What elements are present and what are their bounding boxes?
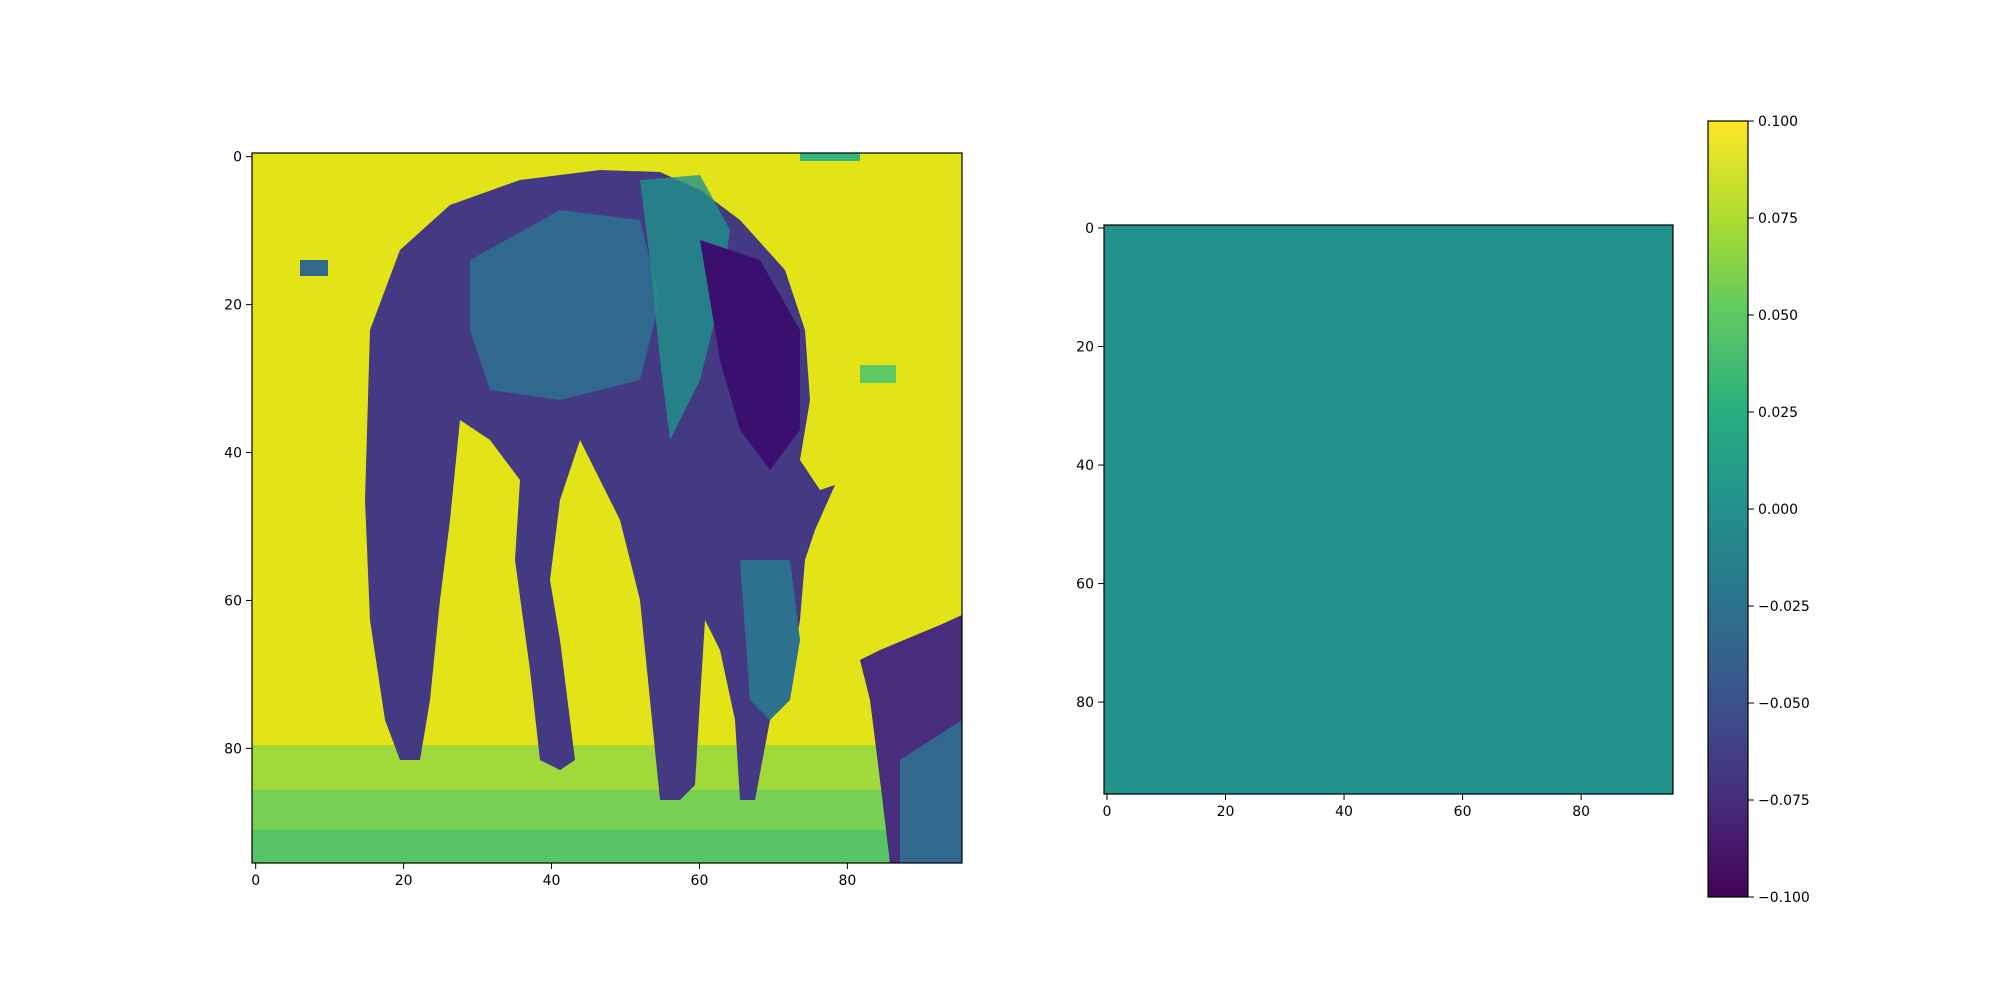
right-y-tick-label: 0	[1085, 221, 1094, 237]
right-x-tick-label: 20	[1217, 804, 1235, 820]
left-y-tick-label: 20	[224, 298, 242, 314]
left-y-ticks: 0 20 40 60 80	[224, 150, 252, 758]
colorbar: 0.100 0.075 0.050 0.025 0.000 −0.025 −0.050 −0.…	[1708, 114, 1810, 906]
uniform-heatmap	[1104, 225, 1673, 794]
grass-band-darker	[252, 830, 962, 863]
right-y-ticks: 0 20 40 60 80	[1076, 221, 1104, 711]
right-x-ticks: 0 20 40 60 80	[1103, 794, 1591, 820]
colorbar-tick-label: −0.025	[1758, 599, 1810, 615]
right-x-tick-label: 0	[1103, 804, 1112, 820]
left-y-tick-label: 0	[233, 150, 242, 166]
right-y-tick-label: 40	[1076, 458, 1094, 474]
colorbar-ticks: 0.100 0.075 0.050 0.025 0.000 −0.025 −0.050 −0.…	[1748, 114, 1810, 906]
right-y-tick-label: 60	[1076, 577, 1094, 593]
colorbar-tick-label: 0.025	[1758, 405, 1798, 421]
right-x-tick-label: 60	[1454, 804, 1472, 820]
colorbar-tick-label: 0.050	[1758, 308, 1798, 324]
colorbar-gradient	[1708, 121, 1748, 897]
left-axes: 0 20 40 60 80 0 20 40 60 80	[224, 150, 962, 889]
left-y-tick-label: 40	[224, 446, 242, 462]
left-x-ticks: 0 20 40 60 80	[251, 863, 856, 889]
left-x-tick-label: 0	[251, 873, 260, 889]
left-y-tick-label: 60	[224, 593, 242, 609]
background-spot	[800, 153, 860, 161]
colorbar-tick-label: 0.000	[1758, 502, 1798, 518]
colorbar-tick-label: −0.075	[1758, 793, 1810, 809]
background-spot	[300, 260, 328, 276]
left-x-tick-label: 20	[395, 873, 413, 889]
right-y-tick-label: 80	[1076, 695, 1094, 711]
colorbar-tick-label: 0.075	[1758, 211, 1798, 227]
colorbar-tick-label: 0.100	[1758, 114, 1798, 130]
right-y-tick-label: 20	[1076, 340, 1094, 356]
left-x-tick-label: 80	[838, 873, 856, 889]
horse-image	[252, 153, 962, 863]
background-spot	[860, 365, 896, 383]
right-axes: 0 20 40 60 80 0 20 40 60 80	[1076, 221, 1673, 820]
colorbar-tick-label: −0.050	[1758, 696, 1810, 712]
left-x-tick-label: 60	[691, 873, 709, 889]
left-y-tick-label: 80	[224, 741, 242, 757]
right-x-tick-label: 80	[1572, 804, 1590, 820]
left-x-tick-label: 40	[543, 873, 561, 889]
colorbar-tick-label: −0.100	[1758, 890, 1810, 906]
right-x-tick-label: 40	[1335, 804, 1353, 820]
